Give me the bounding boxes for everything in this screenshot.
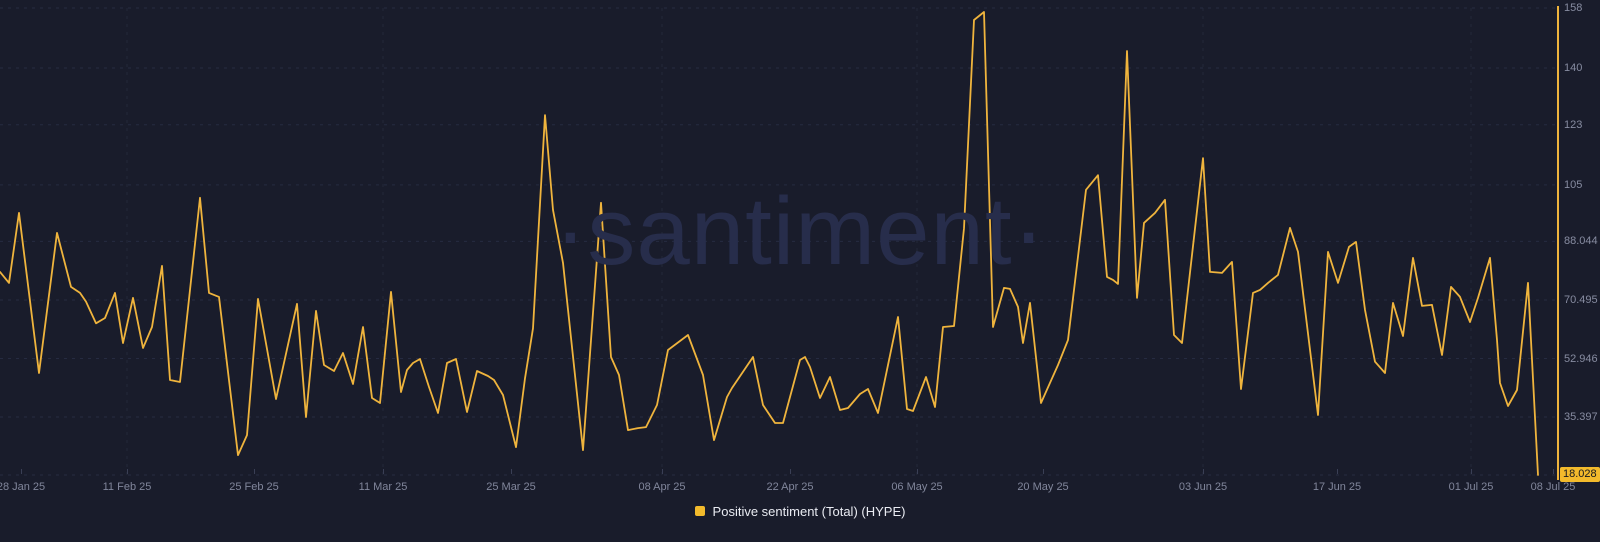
legend-marker-icon (694, 506, 705, 516)
x-tick-mark (917, 469, 918, 474)
x-tick-mark (1553, 469, 1554, 474)
y-tick-label: 158 (1564, 2, 1583, 14)
santiment-watermark: ·santiment· (554, 178, 1046, 285)
x-tick-label: 01 Jul 25 (1448, 481, 1494, 493)
x-tick-mark (1043, 469, 1044, 474)
y-tick-label: 52.946 (1564, 352, 1598, 365)
y-tick-label: 123 (1564, 118, 1583, 131)
x-tick-label: 06 May 25 (891, 481, 943, 493)
chart-legend[interactable]: Positive sentiment (Total) (HYPE) (0, 502, 1600, 520)
x-tick-label: 08 Apr 25 (638, 481, 686, 493)
y-tick-label: 35.397 (1564, 411, 1598, 424)
x-tick-mark (662, 469, 663, 474)
x-tick-label: 22 Apr 25 (766, 481, 814, 493)
x-tick-label: 11 Mar 25 (358, 481, 408, 493)
y-tick-label: 88.044 (1564, 235, 1598, 248)
x-tick-mark (383, 469, 384, 474)
series-line-positive-sentiment[interactable] (0, 11, 1539, 476)
y-tick-label: 70.495 (1564, 293, 1598, 306)
x-tick-mark (511, 469, 512, 474)
legend-label: Positive sentiment (Total) (HYPE) (712, 503, 906, 519)
x-tick-label: 11 Feb 25 (102, 481, 152, 493)
x-tick-label: 20 May 25 (1017, 481, 1069, 493)
y-tick-label: 105 (1564, 178, 1583, 191)
x-tick-label: 25 Mar 25 (486, 481, 536, 493)
x-tick-mark (21, 469, 22, 474)
x-tick-label: 03 Jun 25 (1178, 481, 1228, 493)
x-tick-mark (1203, 469, 1204, 474)
x-tick-label: 25 Feb 25 (229, 481, 279, 493)
x-tick-label: 17 Jun 25 (1312, 481, 1362, 493)
last-value-badge: 18.028 (1560, 467, 1600, 482)
x-tick-label: 08 Jul 25 (1530, 481, 1576, 493)
x-tick-mark (1337, 469, 1338, 474)
x-tick-mark (790, 469, 791, 474)
x-tick-label: 28 Jan 25 (0, 481, 46, 493)
x-tick-mark (254, 469, 255, 474)
x-tick-mark (127, 469, 128, 474)
y-tick-label: 140 (1564, 62, 1583, 75)
x-tick-mark (1471, 469, 1472, 474)
